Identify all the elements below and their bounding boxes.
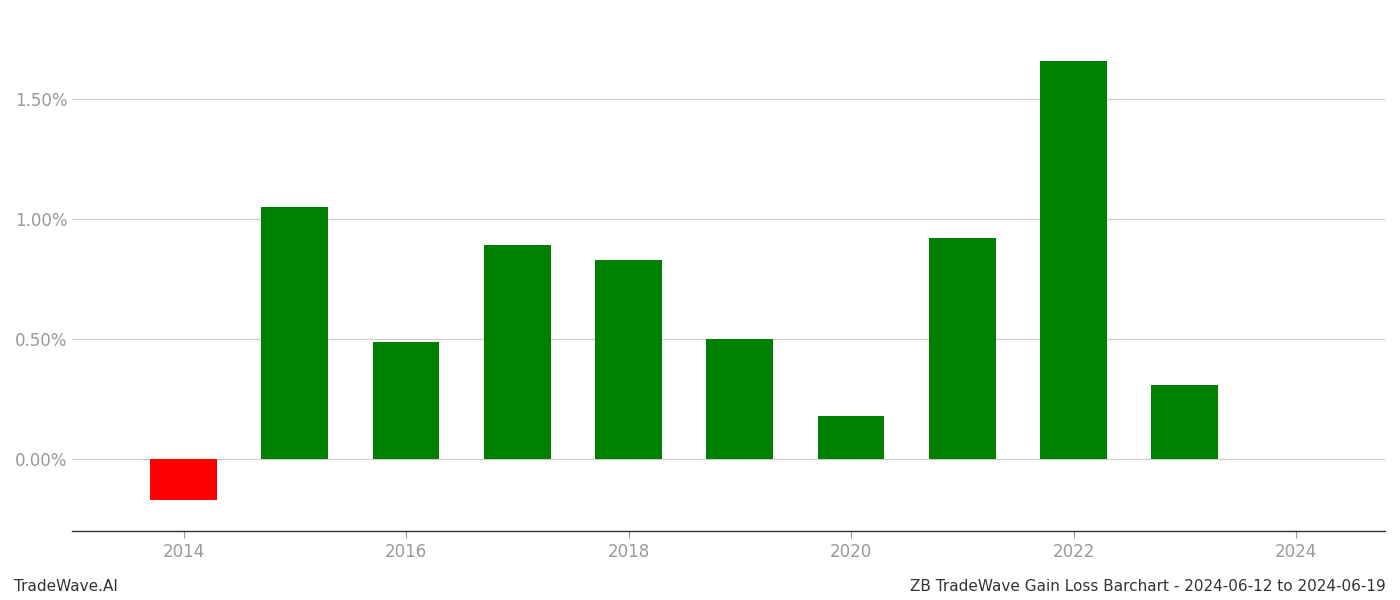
Bar xyxy=(1040,61,1107,459)
Bar xyxy=(484,245,550,459)
Bar xyxy=(150,459,217,500)
Bar xyxy=(262,207,328,459)
Bar xyxy=(1151,385,1218,459)
Text: TradeWave.AI: TradeWave.AI xyxy=(14,579,118,594)
Bar xyxy=(930,238,995,459)
Bar xyxy=(818,416,885,459)
Bar xyxy=(372,341,440,459)
Text: ZB TradeWave Gain Loss Barchart - 2024-06-12 to 2024-06-19: ZB TradeWave Gain Loss Barchart - 2024-0… xyxy=(910,579,1386,594)
Bar xyxy=(707,339,773,459)
Bar xyxy=(595,260,662,459)
